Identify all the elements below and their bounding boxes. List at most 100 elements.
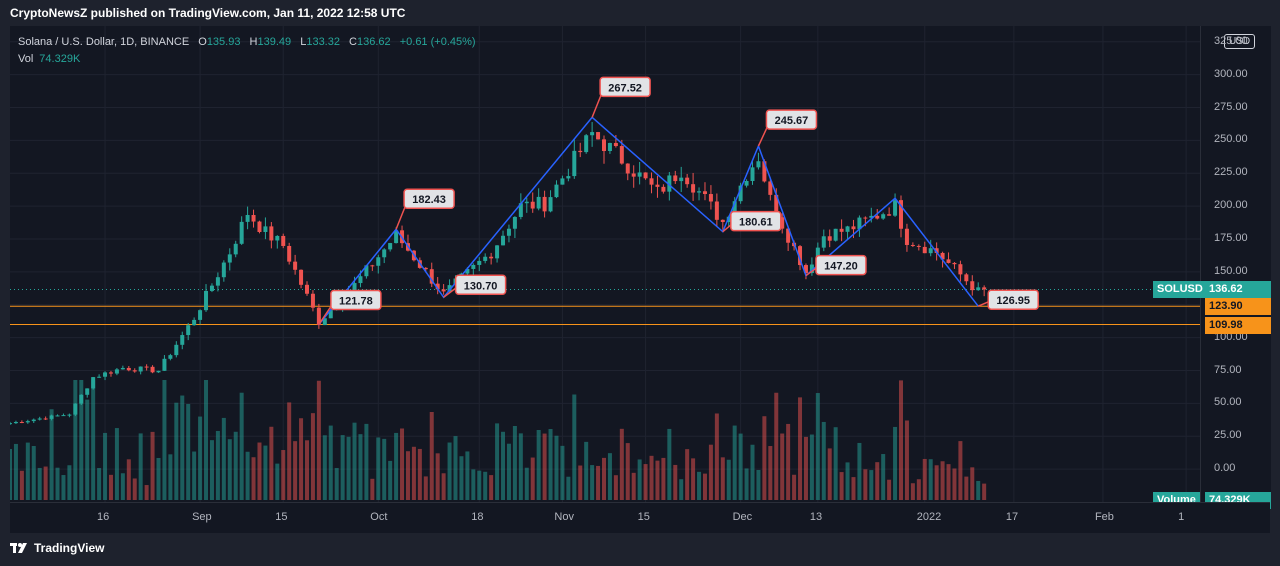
candle-body: [423, 267, 428, 270]
volume-bar: [887, 479, 892, 500]
volume-bar: [643, 464, 648, 500]
volume-bar: [845, 462, 850, 500]
candle-body: [489, 256, 494, 259]
volume-bar: [809, 434, 814, 500]
candle-body: [518, 203, 523, 217]
pivot-label-box: [765, 109, 818, 130]
candle-body: [85, 388, 90, 395]
candle-body: [10, 423, 12, 425]
volume-bar: [542, 433, 547, 500]
candle-body: [774, 194, 779, 218]
volume-bar: [750, 444, 755, 500]
volume-bar: [566, 476, 571, 500]
volume-bar: [126, 459, 131, 500]
volume-bar: [786, 423, 791, 500]
volume-bar: [697, 471, 702, 500]
volume-bar: [661, 457, 666, 500]
time-axis[interactable]: [10, 502, 1270, 533]
candle-body: [506, 228, 511, 236]
volume-bar: [554, 435, 559, 500]
candle-body: [91, 377, 96, 389]
pivot-label-text: 130.70: [464, 280, 498, 292]
candle-body: [578, 150, 583, 153]
candle-body: [566, 176, 571, 179]
volume-bar: [316, 380, 321, 500]
volume-bar: [964, 476, 969, 500]
candle-body: [691, 184, 696, 193]
candle-body: [156, 370, 161, 373]
close-label: C: [349, 36, 357, 48]
candle-body: [673, 175, 678, 182]
candle-body: [697, 191, 702, 193]
volume-bar: [257, 442, 262, 500]
volume-bar: [584, 441, 589, 500]
candle-body: [441, 289, 446, 292]
volume-bar: [637, 459, 642, 500]
volume-bar: [400, 428, 405, 500]
volume-bar: [31, 446, 36, 500]
volume-bar: [411, 446, 416, 500]
volume-legend: Vol 74.329K: [18, 53, 80, 65]
candle-body: [269, 226, 274, 241]
candle-body: [287, 245, 292, 262]
chart-plot-area[interactable]: 121.78 182.43 130.70 267.52 180.61 245.67 147.…: [10, 26, 1200, 502]
volume-bar: [667, 428, 672, 500]
open-value: 135.93: [206, 36, 241, 48]
candle-body: [275, 235, 280, 241]
volume-bar: [798, 397, 803, 500]
last-price-tag: 136.62: [1205, 281, 1271, 299]
candle-body: [435, 283, 440, 290]
volume-bar: [376, 437, 381, 500]
volume-bar: [174, 402, 179, 500]
volume-bar: [221, 417, 226, 500]
volume-bar: [625, 443, 630, 500]
volume-bar: [714, 413, 719, 500]
candle-body: [13, 422, 18, 424]
volume-bar: [512, 425, 517, 500]
candle-body: [55, 415, 60, 417]
volume-bar: [287, 402, 292, 500]
volume-bar: [138, 433, 143, 500]
volume-label[interactable]: Vol: [18, 53, 34, 65]
candle-body: [768, 181, 773, 195]
candle-body: [97, 376, 102, 378]
candle-body: [738, 185, 743, 202]
volume-bar: [958, 441, 963, 500]
volume-bar: [49, 409, 54, 500]
volume-bar: [560, 445, 565, 500]
candle-body: [893, 200, 898, 216]
currency-button[interactable]: USD: [1224, 34, 1256, 49]
volume-bar: [85, 399, 90, 500]
volume-bar: [940, 461, 945, 500]
candle-body: [803, 265, 808, 274]
candle-body: [233, 243, 238, 255]
volume-bar: [346, 436, 351, 500]
volume-bar: [227, 439, 232, 500]
candle-body: [702, 191, 707, 195]
level-tag-109: 109.98: [1205, 316, 1271, 334]
price-axis[interactable]: [1200, 26, 1271, 502]
volume-bar: [352, 422, 357, 500]
close-value: 136.62: [357, 36, 391, 48]
candlestick-chart[interactable]: 121.78 182.43 130.70 267.52 180.61 245.67 147.…: [10, 26, 1200, 502]
candle-body: [928, 248, 933, 254]
candle-body: [512, 216, 517, 229]
candle-body: [661, 186, 666, 192]
volume-bar: [774, 392, 779, 500]
tradingview-logo-icon: [10, 543, 27, 553]
change-value: +0.61 (+0.45%): [399, 36, 476, 48]
candle-body: [447, 285, 452, 292]
volume-bar: [976, 480, 981, 500]
candle-body: [619, 146, 624, 164]
pivot-label-text: 245.67: [775, 115, 809, 127]
volume-bar: [910, 483, 915, 500]
volume-bar: [156, 457, 161, 500]
volume-bar: [857, 442, 862, 500]
low-value: 133.32: [306, 36, 340, 48]
volume-bar: [269, 426, 274, 500]
volume-bar: [851, 477, 856, 500]
candle-body: [79, 394, 84, 404]
symbol-name[interactable]: Solana / U.S. Dollar, 1D, BINANCE: [18, 36, 190, 48]
volume-bar: [180, 395, 185, 500]
tradingview-brand[interactable]: TradingView: [10, 541, 104, 555]
